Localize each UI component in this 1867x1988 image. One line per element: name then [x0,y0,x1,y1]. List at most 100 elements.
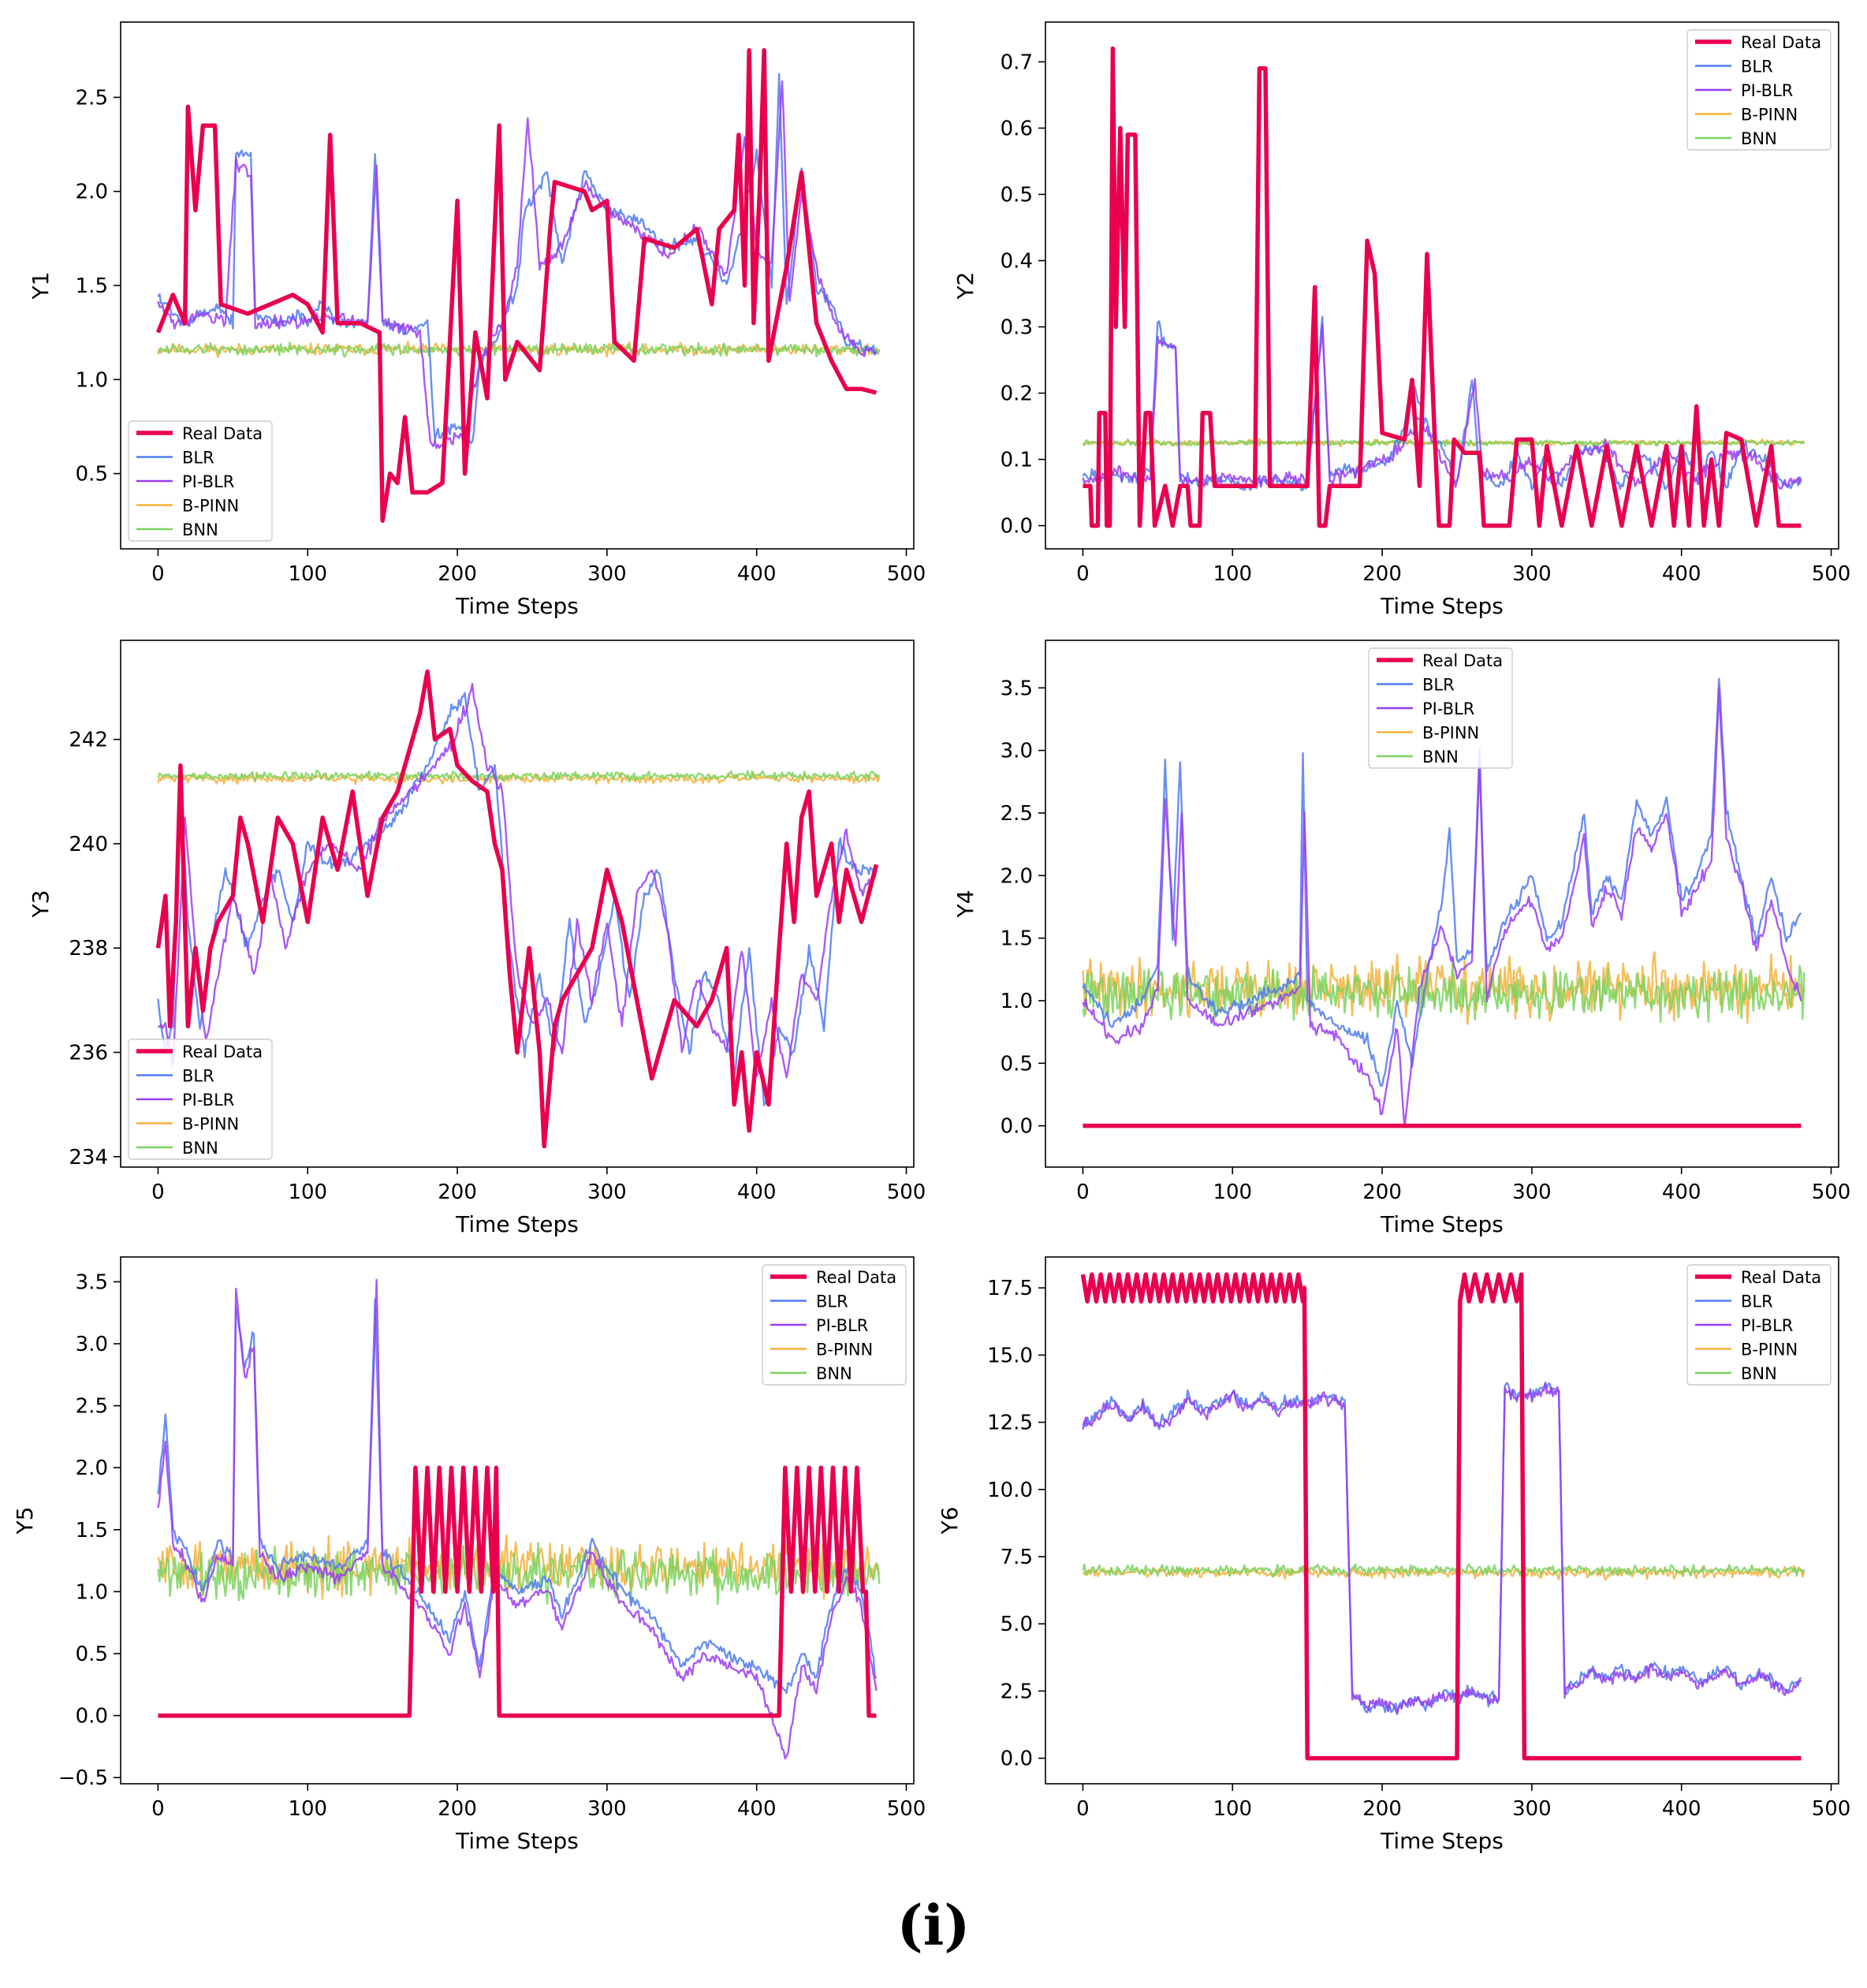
y-tick-label: 1.0 [76,368,108,392]
plot-area [155,48,881,523]
x-tick-label: 400 [1662,562,1701,586]
series-line-blr [1082,1382,1802,1714]
x-tick-label: 300 [587,1797,627,1821]
y-tick-label: 238 [69,937,108,960]
legend-label-piblr: PI-BLR [182,1091,234,1110]
chart-panel-6: 0 100 200 300 400 500 0.0 2.5 5.0 7.5 10.0 12.5 15.0… [937,1256,1851,1854]
legend-box [1686,1264,1832,1386]
legend-box [762,1264,907,1386]
y-tick-label: 0.2 [1001,382,1033,406]
legend-label-bnn: BNN [1741,129,1777,148]
x-tick-label: 400 [737,1797,777,1821]
y-tick-label: 12.5 [987,1412,1033,1435]
y-tick-label: 1.0 [1001,990,1033,1013]
x-tick-label: 300 [1512,562,1552,586]
legend-label-bpinn: B-PINN [1741,106,1798,125]
legend-label-real: Real Data [816,1268,896,1287]
series-line-piblr [158,683,878,1079]
series-line-real [155,48,878,523]
series-line-bnn [157,341,881,358]
series-line-real [1080,1272,1802,1761]
series-line-blr [157,1298,878,1695]
y-tick-label: 2.5 [1001,802,1033,826]
legend-box [128,420,273,542]
y-tick-label: 0.6 [1001,117,1033,140]
y-tick-label: 0.0 [1001,515,1033,539]
legend-label-bnn: BNN [816,1364,852,1383]
x-tick-label: 500 [887,1180,926,1204]
x-tick-label: 500 [887,1797,926,1821]
x-tick-label: 400 [1662,1180,1701,1204]
legend-label-blr: BLR [816,1292,848,1311]
y-tick-label: 2.5 [1001,1680,1033,1703]
y-tick-label: 3.5 [76,1270,108,1294]
y-tick-label: 15.0 [987,1344,1033,1367]
y-tick-label: 0.4 [1001,249,1033,273]
axes-frame [1045,640,1839,1168]
y-axis-label: Y4 [952,890,978,919]
y-axis-label: Y1 [28,272,54,300]
y-tick-label: 1.5 [76,274,108,298]
x-tick-label: 0 [151,562,165,586]
plot-area [157,1278,881,1760]
series-line-bnn [157,1542,881,1606]
y-tick-label: 0.1 [1001,449,1033,472]
figure-caption: (i) [896,1893,971,1958]
x-tick-label: 200 [1362,562,1402,586]
x-tick-label: 200 [438,562,477,586]
x-tick-label: 500 [1812,1797,1851,1821]
y-tick-label: 234 [69,1146,108,1169]
y-tick-label: 2.0 [1001,864,1033,888]
x-tick-label: 100 [288,562,327,586]
y-tick-label: 0.5 [1001,1052,1033,1076]
series-line-bpinn [1082,951,1806,1025]
y-tick-label: 0.5 [76,463,108,487]
y-tick-label: 2.0 [76,181,108,204]
x-tick-label: 100 [1213,1797,1252,1821]
y-tick-label: 17.5 [987,1277,1033,1300]
y-tick-label: 10.0 [987,1479,1033,1502]
legend-label-bpinn: B-PINN [1741,1341,1798,1360]
legend-label-bnn: BNN [1741,1364,1777,1383]
x-tick-label: 300 [1512,1797,1552,1821]
x-tick-label: 200 [438,1797,477,1821]
x-tick-label: 100 [1213,562,1252,586]
x-tick-label: 200 [1362,1180,1402,1204]
axes-frame [120,1256,915,1785]
legend-label-real: Real Data [1741,33,1821,52]
legend: Real Data BLR PI-BLR B-PINN BNN [1686,29,1832,151]
series-line-bnn [1082,957,1806,1024]
legend: Real Data BLR PI-BLR B-PINN BNN [1368,647,1513,769]
y-tick-label: 240 [69,833,108,856]
legend-label-real: Real Data [1422,651,1503,670]
y-tick-label: 3.0 [76,1333,108,1356]
legend-label-bpinn: B-PINN [182,497,239,516]
legend-label-blr: BLR [1741,1292,1773,1311]
x-tick-label: 0 [151,1797,165,1821]
y-tick-label: 0.7 [1001,50,1033,74]
chart-panel-2: 0 100 200 300 400 500 0.0 0.1 0.2 0.3 0.4 0.5 0.6 0.7… [952,21,1850,619]
plot-area [1082,677,1806,1128]
x-axis-label: Time Steps [1380,1211,1504,1237]
legend-label-blr: BLR [1741,58,1773,76]
series-line-blr [1082,677,1802,1087]
series-line-real [158,1465,877,1718]
y-axis-label: Y3 [28,890,54,919]
x-tick-label: 100 [288,1797,327,1821]
x-tick-label: 500 [887,562,926,586]
legend-label-piblr: PI-BLR [1741,81,1793,100]
y-tick-label: 0.0 [1001,1115,1033,1139]
x-tick-label: 0 [1076,1797,1090,1821]
legend-label-bpinn: B-PINN [182,1115,239,1134]
x-tick-label: 0 [151,1180,165,1204]
series-line-piblr [157,1278,878,1760]
x-tick-label: 300 [1512,1180,1552,1204]
legend-label-bpinn: B-PINN [1422,724,1479,743]
y-tick-label: 1.5 [1001,927,1033,951]
x-tick-label: 100 [1213,1180,1252,1204]
axes-frame [1045,21,1839,550]
y-tick-label: 2.0 [76,1456,108,1480]
legend-box [1686,29,1832,151]
y-tick-label: 3.5 [1001,677,1033,700]
